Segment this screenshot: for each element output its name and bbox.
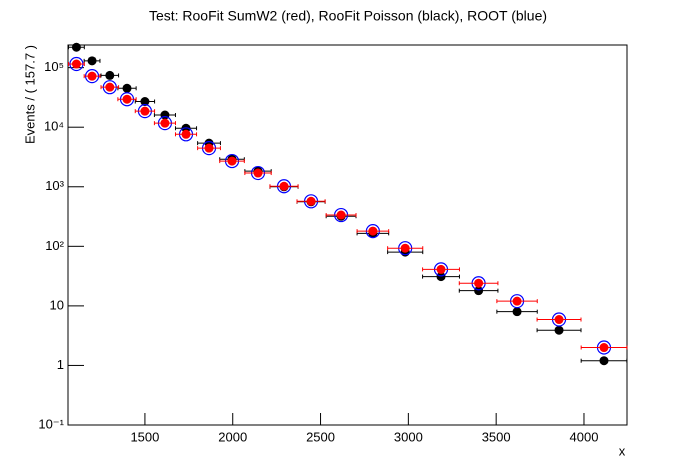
marker [181, 129, 191, 139]
marker [71, 42, 81, 52]
x-tick-label: 2500 [306, 429, 335, 444]
marker [122, 94, 132, 104]
marker [474, 286, 484, 296]
y-tick-label: 10³ [45, 178, 64, 193]
marker [599, 343, 609, 353]
marker [368, 226, 378, 236]
marker [436, 264, 446, 274]
y-tick-label: 10⁵ [44, 59, 64, 74]
marker [554, 325, 564, 335]
plot-frame [67, 44, 628, 426]
y-tick-label: 10 [50, 297, 64, 312]
x-tick-label: 2000 [218, 429, 247, 444]
marker [122, 83, 132, 93]
marker [253, 168, 263, 178]
marker [105, 70, 115, 80]
marker [140, 106, 150, 116]
chart-title: Test: RooFit SumW2 (red), RooFit Poisson… [149, 8, 547, 24]
x-tick-label: 4000 [570, 429, 599, 444]
marker [71, 59, 81, 69]
y-tick-label: 10⁻¹ [38, 416, 64, 431]
marker [160, 110, 170, 120]
marker [400, 243, 410, 253]
marker [306, 196, 316, 206]
y-tick-label: 10² [45, 238, 64, 253]
marker [599, 356, 609, 366]
marker [160, 118, 170, 128]
y-axis-label: Events / ( 157.7 ) [22, 45, 37, 144]
marker [227, 156, 237, 166]
marker [87, 71, 97, 81]
x-tick-label: 1500 [130, 429, 159, 444]
marker [87, 56, 97, 66]
marker [279, 181, 289, 191]
marker [512, 296, 522, 306]
marker [105, 82, 115, 92]
y-tick-label: 10⁴ [44, 119, 64, 134]
marker [336, 210, 346, 220]
y-tick-label: 1 [57, 357, 64, 372]
x-axis-label: x [619, 443, 626, 458]
marker [474, 278, 484, 288]
x-tick-label: 3500 [482, 429, 511, 444]
x-tick-label: 3000 [394, 429, 423, 444]
marker [554, 315, 564, 325]
marker [140, 97, 150, 107]
marker [436, 272, 446, 282]
marker [512, 307, 522, 317]
marker [204, 143, 214, 153]
